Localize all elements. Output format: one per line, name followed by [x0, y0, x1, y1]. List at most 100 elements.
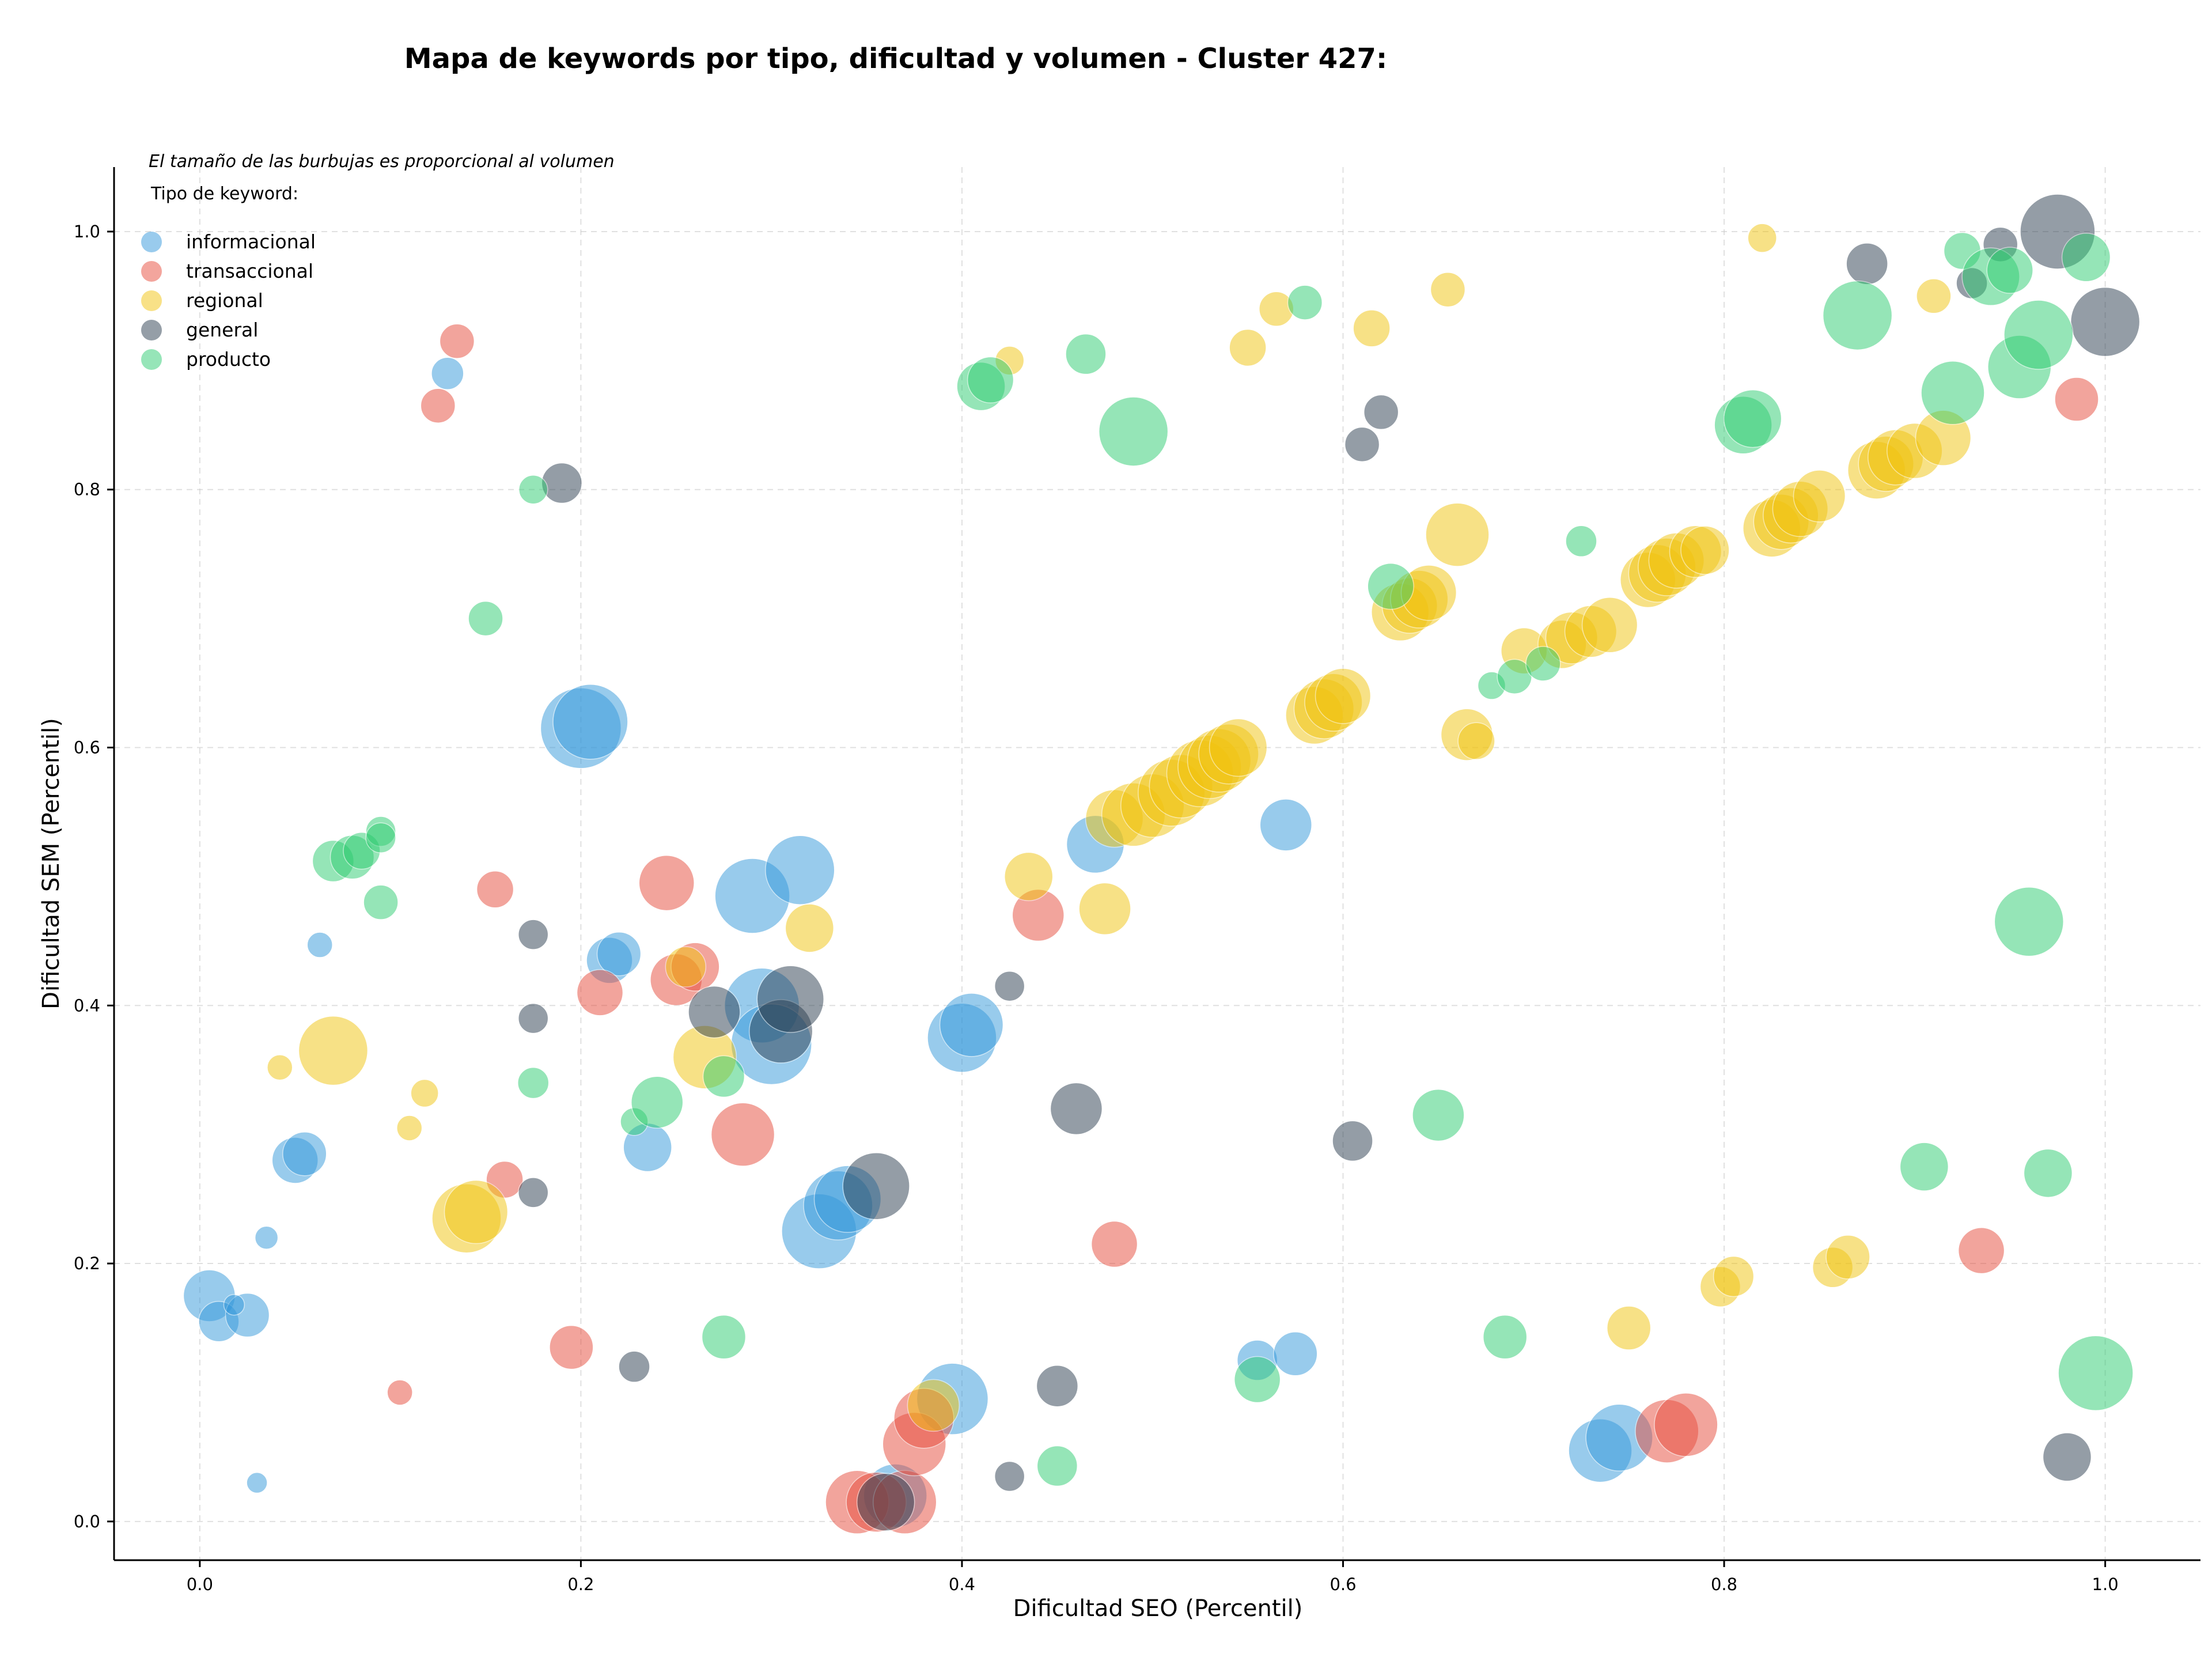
- bubble-transaccional: [420, 388, 456, 423]
- bubble-general: [1363, 394, 1399, 430]
- bubble-producto: [518, 474, 548, 505]
- bubble-producto: [2058, 1335, 2134, 1412]
- bubble-regional: [396, 1115, 423, 1141]
- bubble-size-note: El tamaño de las burbujas es proporciona…: [149, 152, 615, 172]
- legend-marker-general: [141, 320, 162, 340]
- y-tick-label: 1.0: [74, 222, 100, 241]
- bubble-regional: [1747, 223, 1777, 253]
- bubble-general: [517, 1002, 549, 1034]
- bubble-producto: [702, 1055, 745, 1098]
- bubble-general: [856, 1473, 915, 1531]
- legend-label-transaccional: transaccional: [186, 260, 313, 282]
- y-tick-label: 0.4: [74, 996, 100, 1015]
- bubble-transaccional: [638, 854, 695, 911]
- bubble-producto: [365, 822, 396, 853]
- bubble-general: [541, 462, 583, 504]
- bubble-general: [842, 1152, 910, 1220]
- bubble-informacional: [254, 1225, 279, 1250]
- bubble-producto: [2003, 300, 2074, 370]
- bubble-informacional: [223, 1293, 245, 1316]
- bubble-producto: [967, 356, 1014, 404]
- bubble-regional: [1581, 597, 1638, 653]
- bubble-general: [994, 1461, 1025, 1492]
- bubble-informacional: [765, 835, 835, 905]
- bubble-producto: [1098, 396, 1169, 467]
- bubble-producto: [363, 884, 399, 920]
- ticks: 0.0 0.2 0.4 0.6 0.8 1.0 0.0 0.2 0.4 0.6 0.8 1.0: [74, 222, 2119, 1594]
- bubble-informacional: [431, 357, 464, 390]
- legend-title: Tipo de keyword:: [150, 184, 298, 204]
- bubble-informacional: [306, 932, 333, 958]
- bubble-regional: [1916, 278, 1952, 314]
- x-tick-label: 0.0: [187, 1575, 213, 1594]
- bubble-transaccional: [710, 1102, 775, 1167]
- bubble-transaccional: [2054, 377, 2099, 422]
- y-tick-label: 0.0: [74, 1512, 100, 1531]
- bubble-producto: [630, 1076, 684, 1129]
- bubble-regional: [1430, 271, 1466, 308]
- bubble-regional: [267, 1054, 293, 1081]
- legend-label-informacional: informacional: [186, 230, 316, 253]
- legend-marker-regional: [141, 290, 162, 311]
- bubble-producto: [1482, 1314, 1528, 1360]
- bubble-producto: [1525, 646, 1561, 682]
- bubble-producto: [701, 1314, 747, 1360]
- grid: [114, 167, 2200, 1560]
- bubble-regional: [785, 903, 835, 953]
- bubble-general: [1036, 1365, 1079, 1408]
- bubble-regional: [665, 946, 707, 987]
- bubble-regional: [1353, 309, 1391, 347]
- bubble-informacional: [552, 683, 628, 760]
- bubble-informacional: [282, 1132, 327, 1176]
- bubble-general: [618, 1350, 650, 1383]
- bubble-regional: [298, 1015, 369, 1086]
- bubble-regional: [1003, 852, 1054, 902]
- bubble-informacional: [1259, 799, 1313, 852]
- bubble-producto: [2023, 1148, 2073, 1198]
- bubble-general: [756, 965, 825, 1033]
- bubble-producto: [468, 600, 503, 637]
- legend-label-producto: producto: [186, 348, 271, 370]
- x-tick-label: 0.4: [949, 1575, 975, 1594]
- bubble-transaccional: [439, 323, 475, 359]
- bubble-regional: [1680, 525, 1730, 575]
- bubble-regional: [1713, 1255, 1755, 1297]
- y-axis-label: Dificultad SEM (Percentil): [38, 718, 65, 1009]
- x-axis-label: Dificultad SEO (Percentil): [1013, 1595, 1303, 1622]
- bubble-general: [1344, 426, 1380, 463]
- bubble-regional: [1209, 718, 1268, 777]
- bubble-general: [2070, 286, 2141, 357]
- bubble-producto: [1065, 333, 1107, 375]
- bubble-general: [517, 919, 549, 950]
- bubble-regional: [1425, 502, 1490, 567]
- legend: informacional transaccional regional genera…: [141, 230, 316, 370]
- bubble-informacional: [596, 931, 642, 977]
- x-tick-label: 0.2: [567, 1575, 594, 1594]
- x-tick-label: 1.0: [2092, 1575, 2119, 1594]
- bubble-regional: [1606, 1306, 1652, 1350]
- bubble-general: [1050, 1082, 1103, 1136]
- bubble-regional: [444, 1179, 509, 1244]
- bubble-producto: [1723, 389, 1782, 448]
- bubble-regional: [1457, 722, 1495, 760]
- bubble-regional: [1078, 882, 1131, 936]
- legend-marker-informacional: [141, 232, 162, 252]
- bubble-general: [1332, 1120, 1373, 1162]
- bubble-producto: [1994, 887, 2065, 957]
- bubble-producto: [1287, 285, 1323, 320]
- bubble-producto: [517, 1066, 550, 1099]
- bubble-producto: [1899, 1142, 1949, 1191]
- bubble-producto: [1233, 1356, 1281, 1403]
- bubble-general: [2042, 1432, 2092, 1482]
- bubble-regional: [1315, 668, 1372, 724]
- bubble-producto: [1565, 525, 1597, 558]
- bubble-regional: [1229, 328, 1267, 367]
- bubble-producto: [1921, 361, 1985, 425]
- bubble-regional: [410, 1079, 439, 1108]
- y-tick-label: 0.2: [74, 1254, 100, 1273]
- bubble-transaccional: [1090, 1220, 1138, 1268]
- bubble-informacional: [939, 993, 1004, 1057]
- bubble-producto: [1986, 247, 2033, 294]
- y-tick-label: 0.6: [74, 738, 100, 758]
